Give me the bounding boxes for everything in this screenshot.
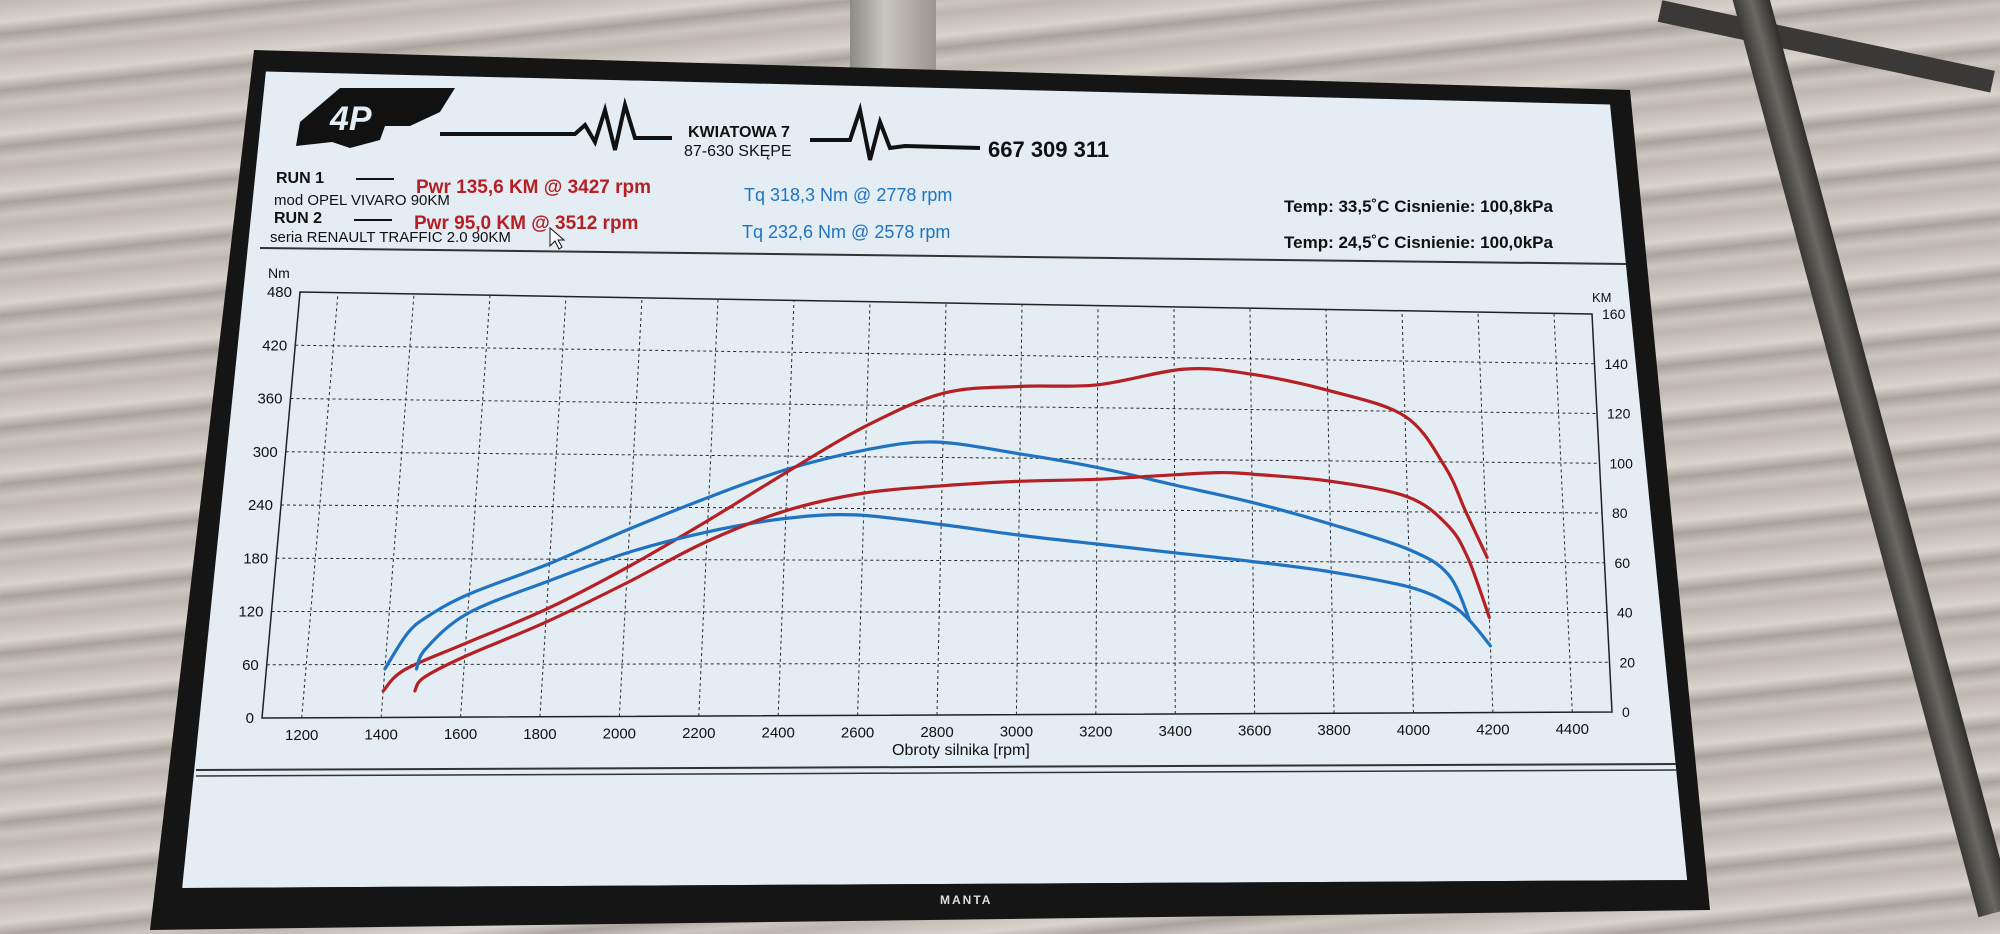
run-2-info: RUN 2 Pwr 95,0 KM @ 3512 rpm Tq 232,6 Nm… xyxy=(270,210,1554,252)
y-tick-label: 60 xyxy=(242,657,259,674)
y2-tick-label: 160 xyxy=(1602,306,1626,322)
grid-line-y xyxy=(280,504,1603,514)
grid-line-x xyxy=(1477,312,1494,713)
grid-line-x xyxy=(1249,308,1256,714)
y-tick-label: 240 xyxy=(248,497,273,514)
y-tick-label: 420 xyxy=(262,337,287,354)
x-tick-label: 1800 xyxy=(523,726,556,743)
grid-line-y xyxy=(271,611,1608,613)
x-tick-label: 3400 xyxy=(1159,723,1192,740)
x-tick-label: 1600 xyxy=(444,726,477,743)
plot-frame xyxy=(261,291,1613,719)
y2-tick-label: 140 xyxy=(1605,356,1629,372)
grid-line-x xyxy=(1401,310,1414,713)
run-1-label: RUN 1 xyxy=(276,170,324,187)
heartbeat-line-right-icon xyxy=(810,102,981,161)
run-1-torque-curve xyxy=(383,440,1472,671)
address-line-2: 87-630 SKĘPE xyxy=(684,143,792,160)
y-tick-label: 120 xyxy=(238,604,263,621)
x-tick-label: 3600 xyxy=(1238,723,1271,740)
y-tick-label: 180 xyxy=(243,550,268,567)
address-line-1: KWIATOWA 7 xyxy=(688,124,790,141)
phone-number: 667 309 311 xyxy=(988,137,1109,162)
x-tick-label: 2000 xyxy=(603,725,636,742)
grid-line-y xyxy=(295,344,1595,365)
x-tick-label: 1200 xyxy=(285,727,318,744)
x-axis-label: Obroty silnika [rpm] xyxy=(892,742,1030,759)
y2-tick-label: 20 xyxy=(1620,654,1636,670)
y-tick-label: 0 xyxy=(246,710,254,727)
screen-divider-2 xyxy=(195,769,1677,777)
y-tick-label: 360 xyxy=(257,391,282,408)
run-2-label: RUN 2 xyxy=(274,210,322,227)
run-2-torque: Tq 232,6 Nm @ 2578 rpm xyxy=(742,222,950,242)
grid-line-y xyxy=(266,661,1610,666)
run-2-torque-curve xyxy=(414,513,1492,671)
heartbeat-line-left-icon xyxy=(440,97,672,151)
header: 4P KWIATOWA 7 87-630 SKĘPE 667 309 311 xyxy=(296,88,1109,162)
y2-axis-label: KM xyxy=(1592,290,1612,305)
grid-line-x xyxy=(1553,313,1573,713)
x-tick-label: 4000 xyxy=(1397,722,1430,739)
run-1-info: RUN 1 Pwr 135,6 KM @ 3427 rpm Tq 318,3 N… xyxy=(274,170,1554,216)
wall-pillar xyxy=(850,0,936,80)
run-1-power-curve xyxy=(381,366,1489,693)
run-2-conditions: Temp: 24,5˚C Cisnienie: 100,0kPa xyxy=(1284,233,1554,252)
y2-tick-label: 120 xyxy=(1607,406,1631,422)
mouse-cursor-icon xyxy=(549,226,566,250)
x-tick-label: 2600 xyxy=(841,724,874,741)
x-tick-label: 2400 xyxy=(761,725,794,742)
run-2-power-curve xyxy=(413,470,1491,693)
y-tick-label: 480 xyxy=(267,284,292,301)
y2-tick-label: 0 xyxy=(1622,704,1630,720)
y2-tick-label: 100 xyxy=(1610,455,1634,471)
chart-ticks: 1200 1400 1600 1800 2000 2200 2400 2600 2800 3000… xyxy=(238,284,1635,744)
run-2-description: seria RENAULT TRAFFIC 2.0 90KM xyxy=(270,229,511,246)
run-1-power: Pwr 135,6 KM @ 3427 rpm xyxy=(416,177,651,198)
y-axis-label: Nm xyxy=(268,265,290,281)
y2-tick-label: 80 xyxy=(1612,505,1628,521)
x-tick-label: 2800 xyxy=(920,724,953,741)
grid-line-x xyxy=(1095,305,1099,715)
grid-line-y xyxy=(290,398,1598,414)
x-tick-label: 3800 xyxy=(1317,722,1350,739)
grid-line-x xyxy=(618,297,643,717)
header-divider xyxy=(259,247,1627,265)
y-tick-label: 300 xyxy=(253,444,278,461)
run-1-description: mod OPEL VIVARO 90KM xyxy=(274,192,450,209)
y2-tick-label: 60 xyxy=(1615,555,1631,571)
grid-line-y xyxy=(276,557,1605,564)
grid-line-x xyxy=(1325,309,1335,714)
grid-line-x xyxy=(301,292,339,718)
screen-divider-1 xyxy=(195,763,1677,771)
grid-line-y xyxy=(285,451,1600,464)
logo-text: 4P xyxy=(329,100,372,138)
chart-grid xyxy=(261,291,1613,719)
x-tick-label: 3200 xyxy=(1079,723,1112,740)
chart-series xyxy=(381,366,1492,693)
x-tick-label: 4200 xyxy=(1476,722,1509,739)
tv-brand-label: MANTA xyxy=(940,893,993,907)
x-tick-label: 1400 xyxy=(364,726,397,743)
x-tick-label: 2200 xyxy=(682,725,715,742)
run-1-torque: Tq 318,3 Nm @ 2778 rpm xyxy=(744,185,952,205)
y2-tick-label: 40 xyxy=(1617,605,1633,621)
logo-shape-icon xyxy=(296,88,455,148)
x-tick-label: 4400 xyxy=(1556,721,1589,738)
run-2-power: Pwr 95,0 KM @ 3512 rpm xyxy=(414,213,638,234)
dyno-chart: 1200 1400 1600 1800 2000 2200 2400 2600 2800 3000… xyxy=(238,265,1635,759)
grid-line-x xyxy=(1173,306,1176,714)
run-1-conditions: Temp: 33,5˚C Cisnienie: 100,8kPa xyxy=(1284,197,1554,216)
company-logo: 4P xyxy=(296,88,455,148)
x-tick-label: 3000 xyxy=(1000,724,1033,741)
